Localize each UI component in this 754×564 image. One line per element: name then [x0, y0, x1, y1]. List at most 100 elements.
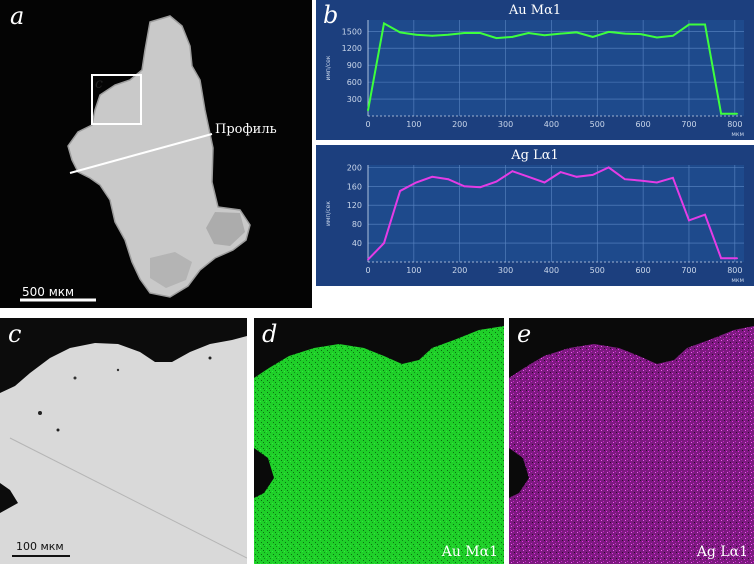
x-tick-label: 600 [635, 120, 650, 129]
ag-map-image [509, 326, 754, 564]
inclusion [116, 368, 120, 372]
data-point [559, 171, 562, 173]
data-point [383, 22, 385, 25]
series-line [367, 166, 738, 261]
data-point [431, 175, 434, 178]
data-point [511, 36, 514, 38]
au-map-image [254, 326, 504, 564]
data-point [720, 257, 722, 260]
x-tick-label: 800 [727, 266, 742, 275]
profile-trace [9, 437, 247, 559]
data-point [463, 32, 466, 34]
data-point [639, 179, 642, 182]
map-label: Ag Lα1 [696, 544, 748, 560]
x-tick-label: 800 [727, 120, 742, 129]
dark-pore [0, 318, 247, 393]
y-tick-label: 40 [352, 239, 362, 248]
map-label: Au Mα1 [441, 544, 498, 560]
data-point [575, 175, 578, 178]
data-point [479, 32, 482, 34]
data-point [575, 31, 578, 34]
chart-au-profile: 300 600 900 1200 1500 0 100 200 300 400 500 600 700 8… [316, 0, 754, 140]
x-tick-label: 300 [498, 266, 513, 275]
inclusion [73, 376, 77, 380]
data-point [383, 242, 385, 244]
x-axis-label: мкм [731, 131, 744, 138]
x-tick-label: 500 [590, 120, 605, 129]
data-point [688, 219, 690, 222]
x-tick-label: 500 [590, 266, 605, 275]
inset-frame [91, 74, 142, 125]
panel-a-sem-image: a c Профиль 500 мкм [0, 0, 312, 308]
data-point [704, 23, 706, 26]
x-tick-label: 0 [365, 120, 370, 129]
x-tick-label: 300 [498, 120, 513, 129]
panel-d-au-map: d Au Mα1 [254, 318, 504, 564]
x-tick-label: 200 [452, 266, 467, 275]
data-point [415, 33, 418, 36]
data-point [607, 30, 610, 33]
detail-image [0, 318, 247, 559]
data-point [623, 178, 626, 181]
x-tick-label: 100 [406, 120, 421, 129]
panel-e-ag-map: e Ag Lα1 [509, 318, 754, 564]
panel-label: b [323, 1, 339, 29]
data-point [591, 36, 594, 38]
data-point [431, 34, 434, 37]
y-axis-label: имп/сек [325, 55, 332, 80]
data-point [511, 170, 514, 173]
y-tick-label: 600 [347, 78, 362, 87]
data-point [655, 36, 658, 39]
data-point [736, 257, 739, 260]
data-point [527, 32, 530, 34]
data-point [720, 112, 722, 115]
data-point [736, 112, 739, 115]
au-chart-svg: 300 600 900 1200 1500 0 100 200 300 400 500 600 700 8… [325, 20, 744, 138]
data-point [367, 258, 369, 261]
data-point [495, 180, 498, 183]
data-point [447, 33, 450, 36]
data-point [447, 178, 450, 181]
panel-label: e [517, 320, 532, 348]
y-tick-label: 900 [347, 61, 362, 70]
scale-bar-label: 100 мкм [16, 540, 64, 553]
x-tick-label: 700 [681, 266, 696, 275]
data-point [607, 166, 610, 169]
scale-bar-label: 500 мкм [22, 285, 75, 299]
panel-label: d [262, 320, 278, 348]
data-point [495, 37, 498, 39]
profile-label: Профиль [215, 122, 277, 137]
dark-pore [0, 483, 18, 513]
data-point [399, 31, 401, 34]
inclusion [56, 428, 60, 432]
data-point [623, 32, 626, 35]
x-tick-label: 400 [544, 120, 559, 129]
data-point [672, 34, 674, 37]
panel-label: a [10, 2, 25, 30]
y-tick-label: 300 [347, 95, 362, 104]
data-point [639, 33, 642, 36]
inclusion [38, 411, 42, 415]
panel-label: c [8, 320, 22, 348]
y-tick-label: 80 [352, 220, 362, 229]
inclusion [208, 356, 212, 360]
inset-label: c [95, 76, 103, 92]
series-line [367, 21, 738, 115]
data-point [479, 186, 482, 189]
y-tick-label: 160 [347, 182, 362, 191]
data-point [704, 213, 706, 216]
x-tick-label: 200 [452, 120, 467, 129]
ag-chart-svg: 40 80 120 160 200 0 100 200 300 400 500 600 700 800 им… [325, 163, 744, 284]
data-point [527, 175, 530, 178]
y-tick-label: 120 [347, 201, 362, 210]
ag-distribution [509, 326, 754, 564]
panel-c-bse-detail: c 100 мкм [0, 318, 247, 564]
gold-grain [67, 15, 251, 298]
grain-rim [206, 212, 245, 246]
y-axis-label: имп/сек [325, 201, 332, 226]
grain-image [20, 15, 251, 302]
data-point [463, 185, 466, 188]
data-point [672, 176, 674, 179]
y-tick-label: 1200 [342, 44, 362, 53]
y-tick-label: 1500 [342, 27, 362, 36]
